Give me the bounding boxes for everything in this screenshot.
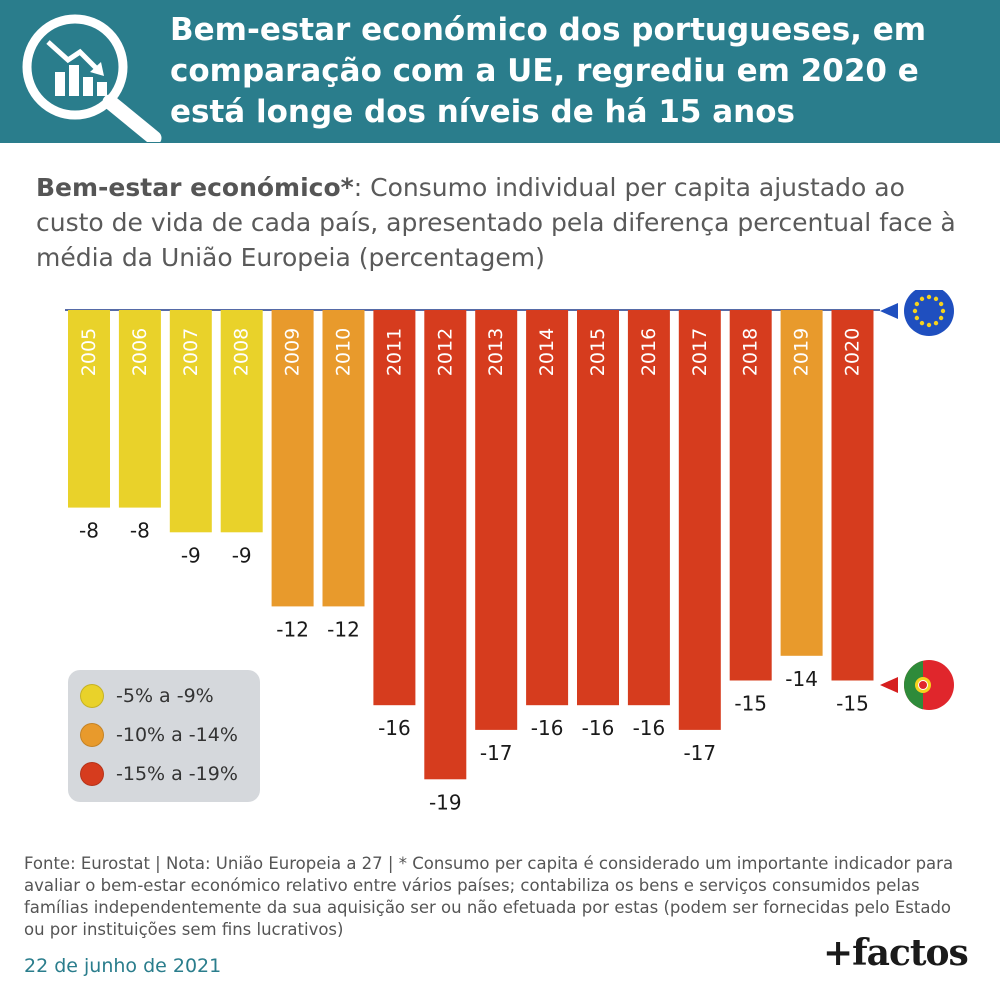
value-label: -8 <box>79 519 99 543</box>
publish-date: 22 de junho de 2021 <box>24 955 222 977</box>
year-label: 2014 <box>536 328 558 376</box>
year-label: 2011 <box>383 328 405 376</box>
year-label: 2020 <box>842 328 864 376</box>
year-label: 2005 <box>78 328 100 376</box>
value-label: -14 <box>785 667 818 691</box>
subtitle-rest: : Consumo individual per capita ajustado… <box>36 173 956 272</box>
bar-2014 <box>526 310 569 706</box>
pt-marker-arrow <box>880 677 898 693</box>
value-label: -8 <box>130 519 150 543</box>
eu-marker-arrow <box>880 303 898 319</box>
bar-2011 <box>373 310 416 706</box>
bars-group: 2005 -8 2006 -8 2007 -9 2008 -9 2009 -12 2010 -12 20… <box>68 310 874 814</box>
legend-label: -15% a -19% <box>116 763 238 785</box>
bar-2009 <box>271 310 314 607</box>
value-label: -9 <box>181 543 201 567</box>
value-label: -16 <box>378 716 411 740</box>
year-label: 2018 <box>740 328 762 376</box>
bar-2017 <box>678 310 721 730</box>
year-label: 2013 <box>485 328 507 376</box>
value-label: -17 <box>683 741 716 765</box>
year-label: 2006 <box>129 328 151 376</box>
bar-2018 <box>729 310 772 681</box>
legend-item-mid: -10% a -14% <box>80 721 238 749</box>
bar-2010 <box>322 310 365 607</box>
legend-dot-orange <box>80 723 104 747</box>
bar-2012 <box>424 310 467 780</box>
bar-2008 <box>220 310 263 533</box>
year-label: 2009 <box>282 328 304 376</box>
bar-2007 <box>169 310 212 533</box>
eu-flag-icon <box>904 290 954 336</box>
value-label: -17 <box>480 741 513 765</box>
magnifier-declining-chart-icon <box>22 14 162 142</box>
bar-2005 <box>68 310 110 508</box>
portugal-flag-icon <box>904 660 954 710</box>
year-label: 2016 <box>638 328 660 376</box>
page-title: Bem-estar económico dos portugueses, em … <box>170 12 927 130</box>
year-label: 2007 <box>180 328 202 376</box>
year-label: 2017 <box>689 328 711 376</box>
legend-item-low: -5% a -9% <box>80 682 214 710</box>
chart-subtitle: Bem-estar económico*: Consumo individual… <box>36 170 976 275</box>
year-label: 2012 <box>434 328 456 376</box>
bar-2015 <box>577 310 619 706</box>
bar-2019 <box>780 310 823 656</box>
legend-label: -5% a -9% <box>116 685 214 707</box>
bar-2013 <box>475 310 518 730</box>
header: Bem-estar económico dos portugueses, em … <box>0 0 1000 143</box>
bar-chart: 2005 -8 2006 -8 2007 -9 2008 -9 2009 -12 2010 -12 20… <box>65 290 954 814</box>
brand-logo: +factos <box>823 932 969 974</box>
legend-label: -10% a -14% <box>116 724 238 746</box>
value-label: -9 <box>232 543 252 567</box>
bar-2016 <box>627 310 670 706</box>
legend-dot-red <box>80 762 104 786</box>
value-label: -12 <box>276 617 309 641</box>
value-label: -15 <box>836 692 869 716</box>
legend-dot-yellow <box>80 684 104 708</box>
year-label: 2010 <box>333 328 355 376</box>
value-label: -16 <box>531 716 564 740</box>
value-label: -15 <box>734 692 767 716</box>
value-label: -19 <box>429 790 462 814</box>
year-label: 2015 <box>587 328 609 376</box>
bar-2006 <box>118 310 161 508</box>
legend-item-high: -15% a -19% <box>80 760 238 788</box>
footer-note: Fonte: Eurostat | Nota: União Europeia a… <box>24 854 954 939</box>
year-label: 2008 <box>231 328 253 376</box>
value-label: -12 <box>327 617 360 641</box>
value-label: -16 <box>633 716 666 740</box>
year-label: 2019 <box>791 328 813 376</box>
subtitle-bold: Bem-estar económico* <box>36 173 354 202</box>
bar-2020 <box>831 310 874 681</box>
legend: -5% a -9% -10% a -14% -15% a -19% <box>68 670 260 802</box>
value-label: -16 <box>582 716 615 740</box>
